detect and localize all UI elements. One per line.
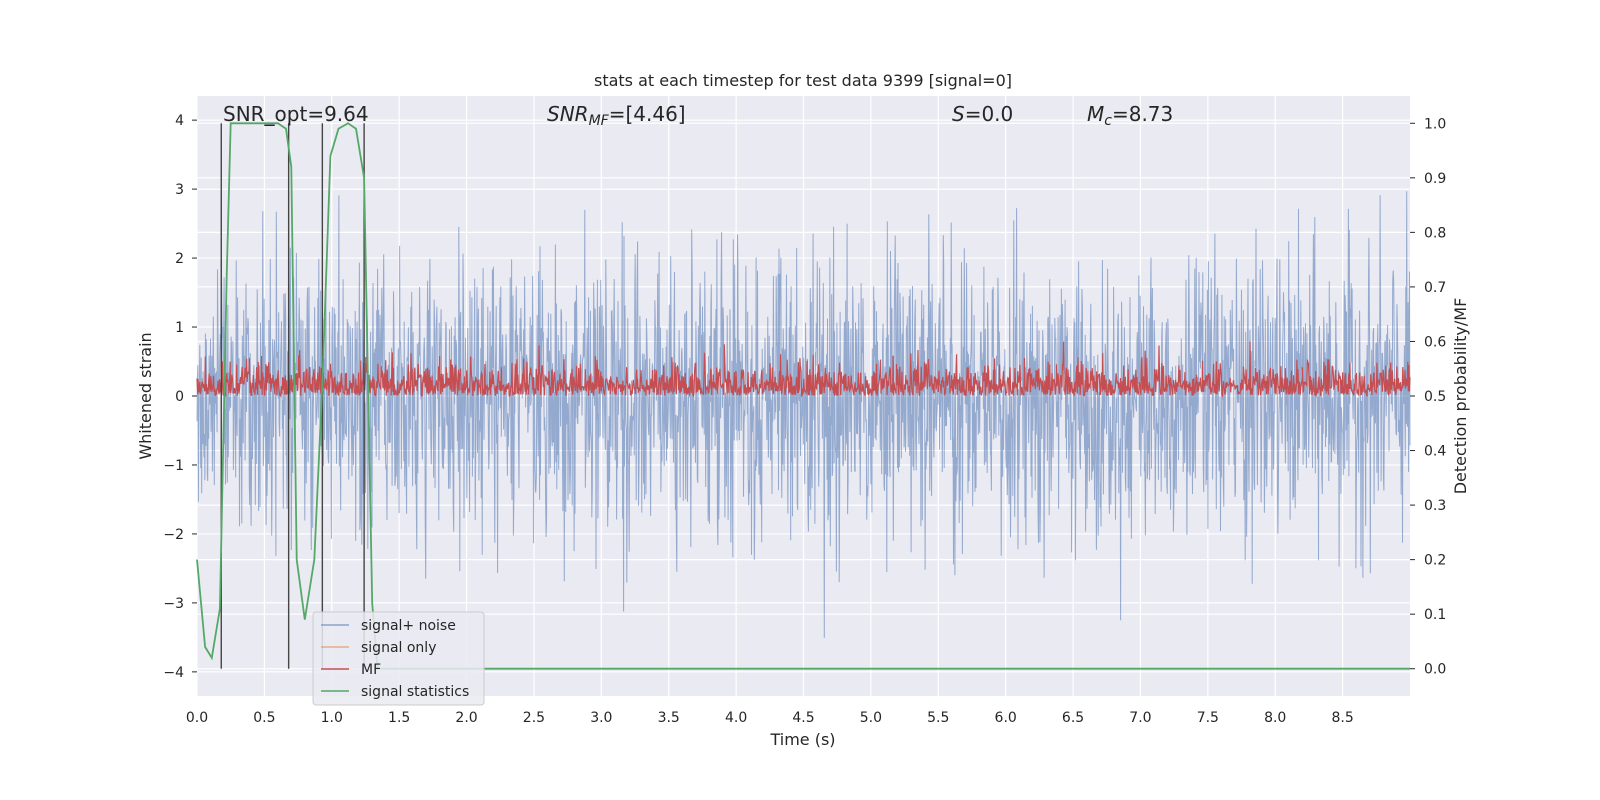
left-y-tick-label: −1 bbox=[163, 458, 184, 474]
snr-mf-value: =[4.46] bbox=[609, 102, 686, 126]
x-tick-label: 8.0 bbox=[1264, 710, 1286, 726]
left-y-axis-label: Whitened strain bbox=[136, 332, 155, 459]
right-y-tick-label: 0.4 bbox=[1424, 444, 1446, 460]
left-y-tick-label: 1 bbox=[175, 320, 184, 336]
snr-opt-annotation: SNR_opt=9.64 bbox=[223, 102, 369, 126]
snr-mf-subscript: MF bbox=[589, 113, 610, 129]
x-tick-label: 3.0 bbox=[590, 710, 612, 726]
left-y-tick-label: −3 bbox=[163, 596, 184, 612]
right-y-tick-label: 0.2 bbox=[1424, 553, 1446, 569]
x-tick-label: 2.0 bbox=[455, 710, 477, 726]
signal-noise-line bbox=[196, 191, 1411, 638]
right-y-tick-label: 0.1 bbox=[1424, 607, 1446, 623]
legend-label-signal-noise: signal+ noise bbox=[361, 618, 456, 634]
legend: signal+ noise signal only MF signal stat… bbox=[312, 611, 485, 706]
x-tick-label: 7.0 bbox=[1129, 710, 1151, 726]
x-tick-label: 6.0 bbox=[995, 710, 1017, 726]
signal-statistics-series bbox=[196, 122, 1410, 670]
right-y-tick-label: 0.5 bbox=[1424, 389, 1446, 405]
left-y-axis-ticks: −4 −3 −2 −1 0 1 2 3 4 bbox=[163, 113, 197, 681]
right-y-tick-label: 0.0 bbox=[1424, 662, 1446, 678]
legend-label-signal-only: signal only bbox=[361, 640, 436, 656]
legend-label-signal-statistics: signal statistics bbox=[361, 684, 469, 700]
mc-prefix: M bbox=[1087, 102, 1104, 126]
x-tick-label: 5.5 bbox=[927, 710, 949, 726]
x-tick-label: 5.0 bbox=[860, 710, 882, 726]
left-y-tick-label: 4 bbox=[175, 113, 184, 129]
s-value: =0.0 bbox=[965, 102, 1014, 126]
right-y-tick-label: 0.6 bbox=[1424, 334, 1446, 350]
left-y-tick-label: 3 bbox=[175, 182, 184, 198]
x-axis-label: Time (s) bbox=[769, 730, 835, 749]
x-axis-ticks: 0.0 0.5 1.0 1.5 2.0 2.5 3.0 3.5 4.0 4.5 5.0 5.5 6.0 6… bbox=[186, 710, 1354, 726]
mc-subscript: c bbox=[1104, 113, 1112, 129]
left-y-tick-label: 2 bbox=[175, 251, 184, 267]
x-tick-label: 0.0 bbox=[186, 710, 208, 726]
right-y-tick-label: 0.9 bbox=[1424, 171, 1446, 187]
mc-annotation: Mc=8.73 bbox=[1087, 102, 1173, 129]
signal-statistics-line bbox=[196, 122, 1410, 670]
x-tick-label: 2.5 bbox=[523, 710, 545, 726]
s-annotation: S=0.0 bbox=[952, 102, 1013, 126]
x-tick-label: 3.5 bbox=[658, 710, 680, 726]
snr-mf-prefix: SNR bbox=[547, 102, 589, 126]
mc-value: =8.73 bbox=[1112, 102, 1173, 126]
x-tick-label: 8.5 bbox=[1331, 710, 1353, 726]
mf-line bbox=[196, 341, 1411, 398]
signal-noise-series bbox=[196, 191, 1411, 638]
chart-title: stats at each timestep for test data 939… bbox=[594, 71, 1012, 90]
left-y-tick-label: −4 bbox=[163, 665, 184, 681]
x-tick-label: 1.5 bbox=[388, 710, 410, 726]
x-tick-label: 0.5 bbox=[253, 710, 275, 726]
x-tick-label: 4.5 bbox=[792, 710, 814, 726]
right-y-tick-label: 0.7 bbox=[1424, 280, 1446, 296]
s-prefix: S bbox=[952, 102, 965, 126]
x-tick-label: 1.0 bbox=[321, 710, 343, 726]
right-y-axis-label: Detection probability/MF bbox=[1451, 298, 1470, 495]
right-y-tick-label: 0.8 bbox=[1424, 225, 1446, 241]
snr-mf-annotation: SNRMF=[4.46] bbox=[547, 102, 686, 129]
legend-label-mf: MF bbox=[361, 662, 381, 678]
right-y-tick-label: 0.3 bbox=[1424, 498, 1446, 514]
right-y-tick-label: 1.0 bbox=[1424, 116, 1446, 132]
x-tick-label: 7.5 bbox=[1197, 710, 1219, 726]
left-y-tick-label: −2 bbox=[163, 527, 184, 543]
legend-box bbox=[312, 611, 485, 706]
right-y-axis-ticks: 0.0 0.1 0.2 0.3 0.4 0.5 0.6 0.7 0.8 0.9 1.0 bbox=[1410, 116, 1446, 678]
mf-series bbox=[196, 341, 1411, 398]
x-tick-label: 4.0 bbox=[725, 710, 747, 726]
left-y-tick-label: 0 bbox=[175, 389, 184, 405]
x-tick-label: 6.5 bbox=[1062, 710, 1084, 726]
